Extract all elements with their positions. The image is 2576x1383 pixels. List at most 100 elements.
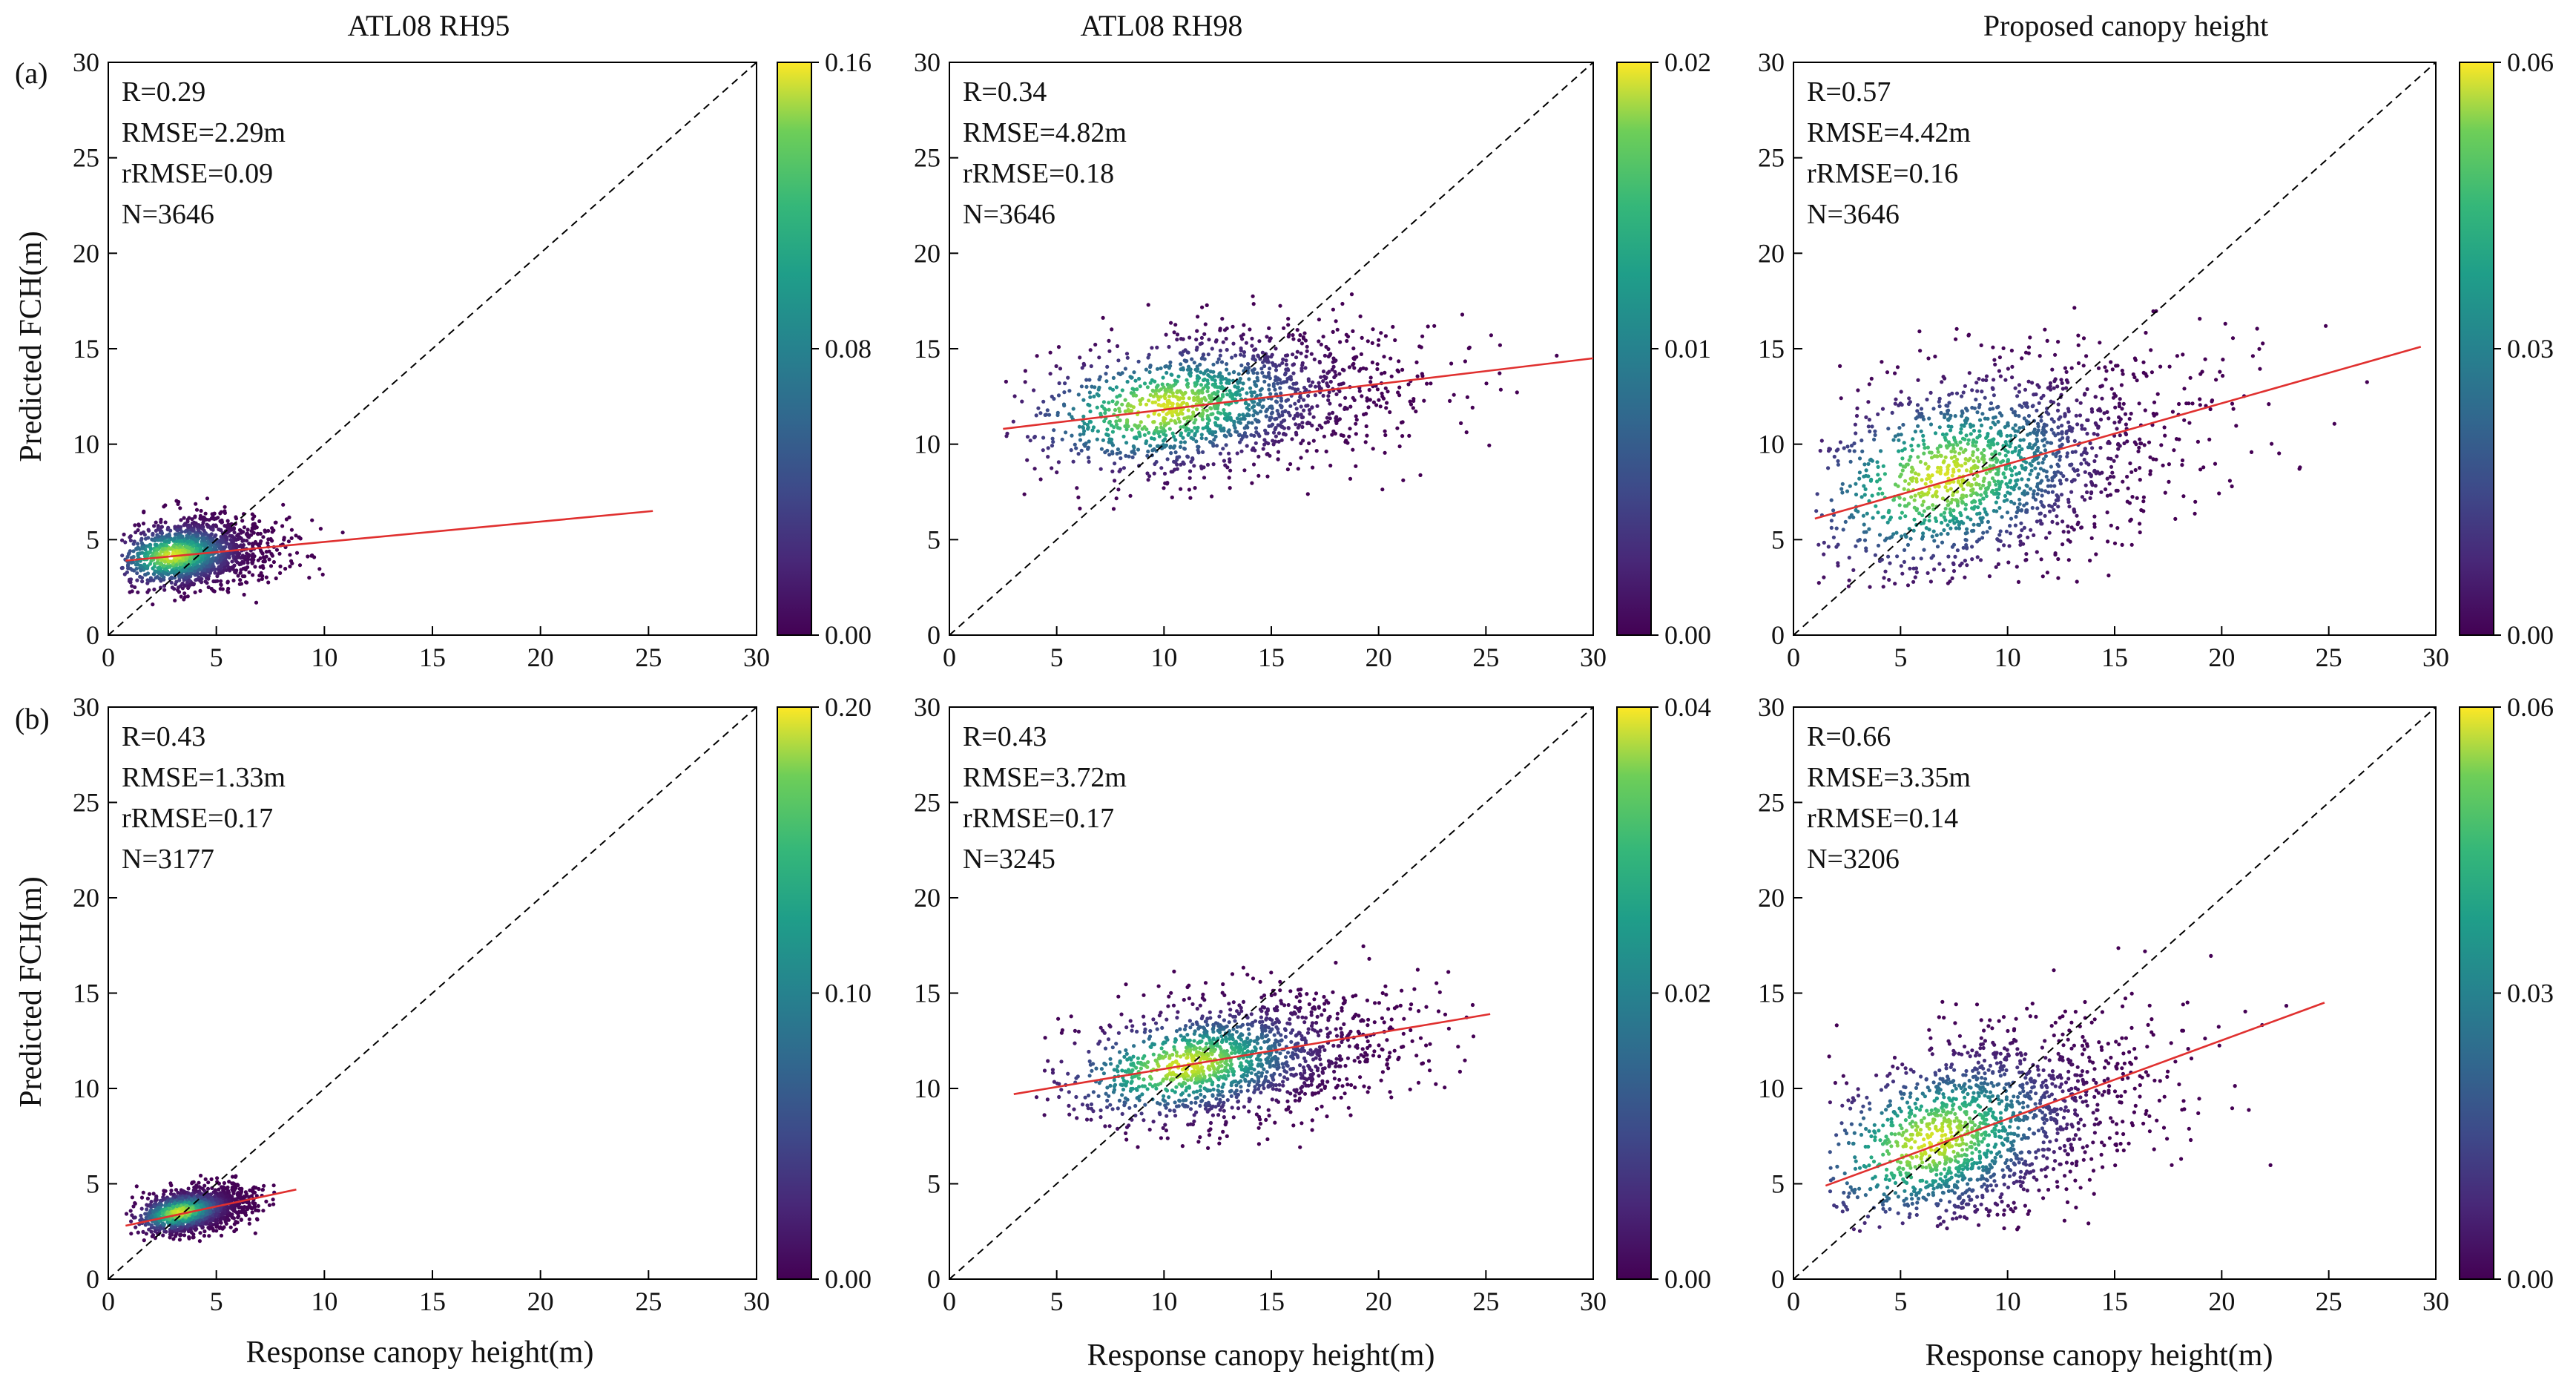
data-point: [203, 532, 208, 536]
data-point: [1307, 441, 1311, 446]
data-point: [152, 587, 157, 592]
scatter-panel-3[interactable]: 0 5 10 15 20 25 30051015202530R=0.57RMSE=4.42m…: [1758, 47, 2554, 672]
data-point: [1946, 488, 1950, 493]
scatter-panel-4[interactable]: 0 5 10 15 20 25 30051015202530R=0.43RMSE=1.33m…: [73, 692, 872, 1316]
data-point: [1357, 369, 1362, 373]
data-point: [1997, 369, 2001, 373]
data-point: [2124, 422, 2128, 427]
data-point: [2098, 341, 2102, 345]
data-point: [1130, 450, 1134, 454]
data-point: [1286, 323, 1291, 327]
data-point: [1371, 400, 1376, 404]
data-point: [1979, 343, 1983, 347]
data-point: [1969, 432, 1973, 436]
data-point: [2026, 433, 2030, 437]
data-point: [1939, 468, 1943, 473]
row-label-b: (b): [15, 702, 50, 735]
data-point: [1862, 530, 1866, 534]
data-point: [1934, 533, 1939, 538]
data-point: [2022, 503, 2026, 507]
data-point: [1224, 443, 1228, 447]
data-point: [1223, 463, 1228, 467]
data-point: [1950, 391, 1954, 395]
data-point: [1334, 358, 1338, 363]
scatter-panel-2[interactable]: 0 5 10 15 20 25 30051015202530R=0.34RMSE=4.82m…: [914, 47, 1711, 672]
data-point: [1375, 367, 1380, 372]
data-point: [1994, 487, 1999, 493]
data-point: [177, 590, 182, 594]
data-point: [1953, 462, 1957, 467]
data-point: [1891, 532, 1896, 536]
data-point: [1946, 408, 1951, 413]
data-point: [1179, 337, 1183, 341]
column-title-1: ATL08 RH95: [348, 9, 510, 42]
x-tick-label: 5: [1894, 643, 1907, 672]
data-point: [161, 1233, 165, 1238]
data-point: [2088, 496, 2092, 501]
data-point: [1910, 479, 1914, 483]
y-tick-label: 0: [86, 1264, 99, 1294]
data-point: [1213, 421, 1218, 425]
data-point: [1308, 384, 1312, 388]
data-point: [175, 528, 180, 533]
data-point: [1975, 512, 1980, 516]
data-point: [1250, 368, 1254, 372]
data-point: [1974, 381, 1979, 385]
data-point: [2151, 457, 2155, 461]
data-point: [1279, 404, 1284, 409]
data-point: [1951, 467, 1956, 472]
data-point: [139, 538, 143, 542]
data-point: [2089, 491, 2094, 496]
data-point: [1177, 419, 1182, 424]
data-point: [182, 583, 187, 588]
data-point: [2019, 508, 2023, 513]
x-tick-label: 5: [1050, 643, 1064, 672]
data-point: [2035, 492, 2040, 496]
data-point: [2021, 425, 2026, 430]
data-point: [1222, 408, 1226, 413]
data-point: [1173, 378, 1177, 383]
data-point: [1067, 389, 1072, 393]
data-point: [1182, 358, 1187, 363]
data-point: [2136, 449, 2141, 454]
data-point: [2083, 447, 2087, 451]
data-point: [1282, 326, 1286, 330]
data-point: [2080, 495, 2084, 499]
data-point: [1949, 526, 1953, 530]
data-point: [1201, 411, 1205, 415]
data-point: [202, 574, 207, 578]
data-point: [320, 572, 325, 577]
data-point: [1940, 520, 1944, 525]
data-point: [1995, 495, 2000, 500]
data-point: [1299, 456, 1303, 460]
data-point: [173, 536, 177, 540]
data-point: [1201, 378, 1206, 382]
data-point: [2102, 411, 2106, 415]
data-point: [1459, 421, 1463, 426]
data-point: [1322, 434, 1326, 438]
data-point: [1349, 292, 1354, 297]
data-point: [1380, 487, 1385, 492]
data-point: [1230, 396, 1234, 401]
data-point: [1232, 369, 1236, 374]
data-point: [1200, 305, 1205, 309]
data-point: [2055, 408, 2061, 413]
scatter-panel-1[interactable]: 0 5 10 15 20 25 30051015202530R=0.29RMSE=2.29m…: [73, 47, 872, 672]
data-point: [1348, 427, 1352, 431]
data-point: [1864, 415, 1868, 420]
data-point: [1933, 431, 1938, 436]
data-point: [1227, 372, 1231, 376]
data-point: [2201, 465, 2206, 470]
data-point: [241, 530, 246, 534]
data-point: [1845, 444, 1850, 449]
data-point: [1150, 388, 1155, 392]
scatter-points: [1004, 292, 1559, 511]
data-point: [2081, 364, 2086, 368]
data-point: [1926, 506, 1930, 510]
y-tick-label: 25: [914, 143, 941, 173]
data-point: [2076, 343, 2081, 347]
data-point: [174, 563, 179, 568]
data-point: [1997, 411, 2002, 415]
data-point: [1935, 470, 1940, 474]
data-point: [1926, 356, 1931, 361]
